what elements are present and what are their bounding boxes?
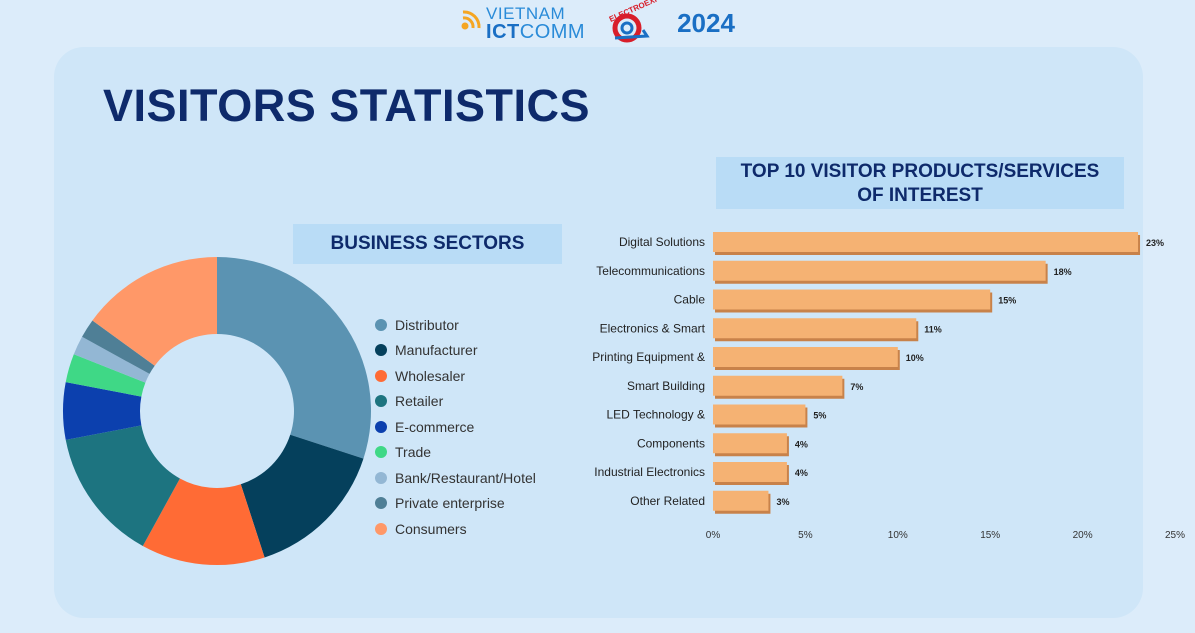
logo-ict-text: ICT — [486, 20, 520, 43]
legend-swatch — [375, 318, 387, 331]
donut-slice-distributor — [217, 257, 372, 459]
bar-data-label: 18% — [1054, 267, 1072, 277]
bar-category-label: Printing Equipment & — [592, 350, 705, 364]
legend-label: Private enterprise — [395, 495, 505, 512]
legend-label: Bank/Restaurant/Hotel — [395, 469, 536, 486]
legend-label: E-commerce — [395, 418, 475, 435]
donut-slice-private-enterprise — [82, 320, 155, 374]
electroexpo-logo: ELECTROEXPO — [603, 0, 667, 44]
top10-heading-line2: OF INTEREST — [857, 185, 983, 206]
bar-category-label: Industrial Electronics — [594, 465, 705, 479]
x-tick-label: 20% — [1073, 530, 1093, 541]
bar — [713, 375, 843, 396]
header: VIETNAM ICTCOMM ELECTROEXPO 2024 — [0, 0, 1195, 46]
donut-slice-trade — [65, 354, 146, 397]
vietnam-ictcomm-logo: VIETNAM ICTCOMM — [460, 5, 585, 42]
donut-slice-e-commerce — [63, 382, 142, 440]
legend-item: Retailer — [375, 389, 536, 415]
legend-swatch — [375, 522, 387, 535]
bar — [713, 490, 769, 511]
bar — [713, 404, 806, 425]
electroexpo-emblem-icon — [612, 13, 650, 43]
donut-slice-bank-restaurant-hotel — [73, 336, 150, 383]
legend-swatch — [375, 369, 387, 382]
legend-label: Manufacturer — [395, 342, 478, 359]
bar-data-label: 4% — [795, 439, 808, 449]
x-tick-label: 0% — [706, 530, 721, 541]
legend-swatch — [375, 395, 387, 408]
business-sectors-heading: BUSINESS SECTORS — [293, 224, 562, 264]
x-tick-label: 15% — [980, 530, 1000, 541]
legend-swatch — [375, 420, 387, 433]
bar-category-label: Digital Solutions — [619, 235, 705, 249]
legend-item: Manufacturer — [375, 338, 536, 364]
logo-comm-text: COMM — [519, 20, 586, 43]
page-title: VISITORS STATISTICS — [103, 80, 591, 131]
bar-category-label: Cable — [674, 293, 706, 307]
signal-wave-icon — [461, 10, 481, 30]
bar-data-label: 15% — [998, 296, 1016, 306]
bar-data-label: 11% — [924, 324, 942, 334]
top10-heading: TOP 10 VISITOR PRODUCTS/SERVICES OF INTE… — [716, 157, 1124, 209]
x-tick-label: 25% — [1165, 530, 1185, 541]
bar — [713, 318, 917, 339]
bar-category-label: Smart Building — [627, 379, 705, 393]
bar-category-label: LED Technology & — [606, 408, 705, 422]
legend-item: Consumers — [375, 516, 536, 542]
legend-label: Retailer — [395, 393, 444, 410]
bar-category-label: Telecommunications — [596, 264, 705, 278]
donut-legend: Distributor Manufacturer Wholesaler Retaile… — [375, 312, 536, 542]
x-tick-label: 5% — [798, 530, 813, 541]
event-year: 2024 — [677, 7, 735, 38]
bar-data-label: 4% — [795, 468, 808, 478]
bar — [713, 289, 991, 310]
bar-category-label: Other Related — [630, 494, 705, 508]
legend-label: Distributor — [395, 316, 459, 333]
donut-slice-manufacturer — [240, 434, 364, 558]
legend-swatch — [375, 471, 387, 484]
legend-item: Distributor — [375, 312, 536, 338]
legend-label: Consumers — [395, 520, 467, 537]
legend-swatch — [375, 446, 387, 459]
donut-slice-wholesaler — [142, 478, 265, 565]
top10-heading-line1: TOP 10 VISITOR PRODUCTS/SERVICES — [740, 161, 1100, 182]
legend-item: Private enterprise — [375, 491, 536, 517]
bar-data-label: 7% — [850, 382, 863, 392]
bar-data-label: 3% — [776, 497, 789, 507]
bar-data-label: 10% — [906, 353, 924, 363]
bar — [713, 260, 1046, 281]
legend-item: Bank/Restaurant/Hotel — [375, 465, 536, 491]
bar-data-label: 5% — [813, 411, 826, 421]
donut-slice-consumers — [92, 257, 217, 366]
donut-slice-retailer — [65, 425, 180, 546]
legend-label: Wholesaler — [395, 367, 466, 384]
bar-category-label: Components — [637, 436, 705, 450]
bar-data-label: 23% — [1146, 238, 1164, 248]
legend-item: Trade — [375, 440, 536, 466]
bar — [713, 232, 1139, 252]
bar — [713, 433, 787, 454]
legend-swatch — [375, 344, 387, 357]
legend-item: Wholesaler — [375, 363, 536, 389]
bar — [713, 462, 787, 482]
bar-category-label: Electronics & Smart — [600, 321, 706, 335]
logo-vietnam-text: VIETNAM — [486, 3, 566, 23]
legend-item: E-commerce — [375, 414, 536, 440]
legend-swatch — [375, 497, 387, 510]
x-tick-label: 10% — [888, 530, 908, 541]
bar — [713, 347, 898, 367]
legend-label: Trade — [395, 444, 432, 461]
